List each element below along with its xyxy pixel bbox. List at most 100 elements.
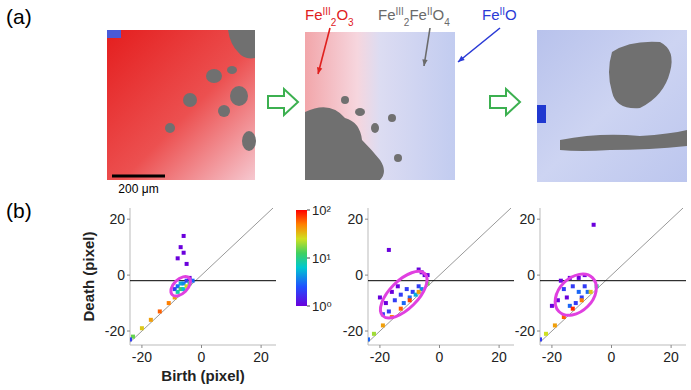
figure: (a)(b)FeIII2O3FeIII2FeIIO4FeIIO200 μm-20… xyxy=(0,0,691,390)
highlight-ellipse xyxy=(373,264,435,326)
point xyxy=(402,301,406,305)
x-tick xyxy=(671,345,672,348)
point xyxy=(182,234,186,238)
y-tick xyxy=(365,331,368,332)
point xyxy=(182,251,186,255)
x-tick-label: 0 xyxy=(608,349,616,365)
y-tick-label: -20 xyxy=(343,323,363,339)
point xyxy=(158,309,162,313)
diagonal xyxy=(130,208,273,342)
pointer xyxy=(318,28,330,74)
y-tick-label: -20 xyxy=(105,323,125,339)
plot-area xyxy=(368,208,514,342)
x-tick-label: -20 xyxy=(132,349,152,365)
pointer xyxy=(458,28,500,62)
label-part: Fe xyxy=(409,6,427,23)
label-part: O xyxy=(336,6,348,23)
point xyxy=(140,326,144,330)
point xyxy=(393,298,397,302)
point xyxy=(577,276,581,280)
colorbar-tick xyxy=(307,258,310,259)
x-tick xyxy=(379,345,380,348)
y-tick xyxy=(537,275,540,276)
x-tick xyxy=(141,345,142,348)
point xyxy=(592,223,596,227)
x-tick xyxy=(551,345,552,348)
x-tick-label: -20 xyxy=(542,349,562,365)
reference-line xyxy=(368,280,514,281)
y-tick-label: 0 xyxy=(527,267,535,283)
y-tick-label: 20 xyxy=(347,211,363,227)
map xyxy=(537,30,687,182)
diagonal xyxy=(368,208,511,342)
scale-bar-label: 200 μm xyxy=(118,182,158,196)
x-tick xyxy=(499,345,500,348)
y-tick-label: 0 xyxy=(117,267,125,283)
y-axis xyxy=(368,208,369,345)
point xyxy=(378,295,382,299)
y-tick xyxy=(365,219,368,220)
diagonal xyxy=(540,208,683,342)
map-hole xyxy=(228,30,255,58)
point xyxy=(399,307,403,311)
map-hole xyxy=(305,107,384,180)
y-axis xyxy=(540,208,541,345)
x-axis xyxy=(130,345,276,346)
label-part: Fe xyxy=(305,6,323,23)
point xyxy=(553,323,557,327)
point xyxy=(580,298,584,302)
point xyxy=(149,318,153,322)
x-axis-title: Birth (pixel) xyxy=(161,367,244,384)
point xyxy=(384,301,388,305)
x-tick xyxy=(439,345,440,348)
highlight-ellipse xyxy=(167,273,194,300)
point xyxy=(544,332,548,336)
point xyxy=(167,301,171,305)
plot: -20020-20020 xyxy=(515,208,686,365)
point xyxy=(589,290,593,294)
map-hole xyxy=(218,105,230,117)
y-tick xyxy=(127,275,130,276)
point xyxy=(399,293,403,297)
map-label: FeIII2FeIIO4 xyxy=(378,6,450,28)
point xyxy=(387,248,391,252)
point xyxy=(381,323,385,327)
point xyxy=(577,290,581,294)
y-axis-title: Death (pixel) xyxy=(80,231,97,321)
point xyxy=(405,287,409,291)
flow-arrow xyxy=(268,89,298,115)
point xyxy=(574,301,578,305)
y-tick-label: -20 xyxy=(515,323,535,339)
pointer-head xyxy=(458,56,465,62)
colorbar xyxy=(296,210,307,306)
plot-area xyxy=(540,208,686,342)
pointer-head xyxy=(422,59,427,66)
point xyxy=(176,256,180,260)
colorbar-label: 10² xyxy=(312,203,331,218)
pointer-head xyxy=(317,67,322,74)
map xyxy=(107,30,255,180)
x-tick-label: 20 xyxy=(491,349,507,365)
reference-line xyxy=(130,280,276,281)
map-hole xyxy=(394,154,402,162)
x-axis xyxy=(368,345,514,346)
point xyxy=(571,307,575,311)
point xyxy=(179,245,183,249)
point xyxy=(583,284,587,288)
x-tick xyxy=(261,345,262,348)
y-tick xyxy=(127,331,130,332)
point xyxy=(396,284,400,288)
label-part: 3 xyxy=(348,17,354,28)
colorbar-label: 10¹ xyxy=(312,251,331,266)
map-hole xyxy=(609,42,672,108)
label-part: III xyxy=(396,6,404,17)
flow-arrow xyxy=(490,89,520,115)
point xyxy=(387,309,391,313)
point xyxy=(550,304,554,308)
panel-label: (b) xyxy=(6,199,32,222)
label-part: III xyxy=(323,6,331,17)
point xyxy=(368,337,370,341)
scale-bar xyxy=(112,175,165,178)
plot: -20020-20020Birth (pixel)Death (pixel)10… xyxy=(80,203,332,384)
colorbar-label: 10⁰ xyxy=(312,299,332,314)
